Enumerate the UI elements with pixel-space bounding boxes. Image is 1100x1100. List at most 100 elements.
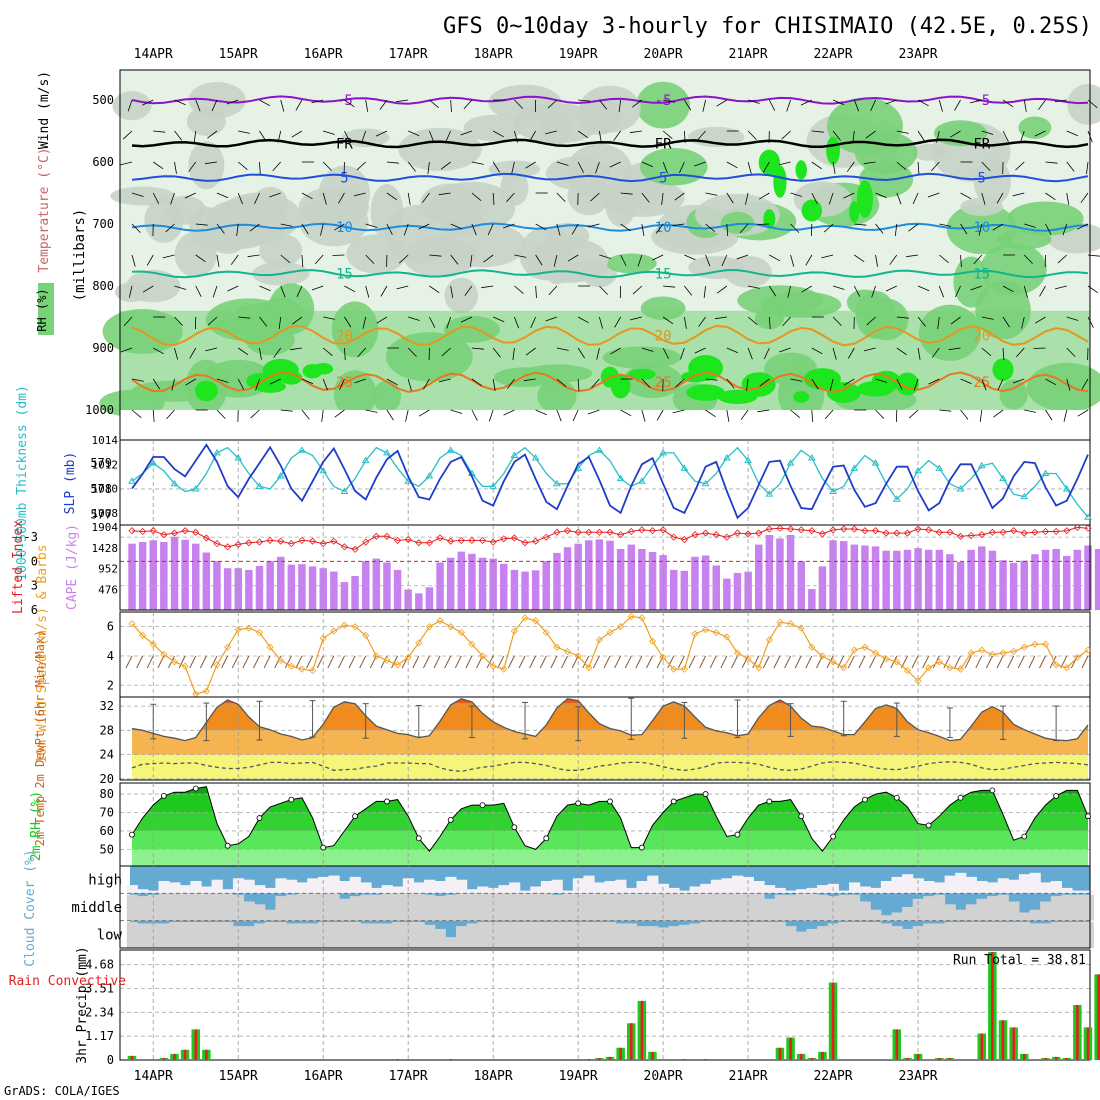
wind-barb xyxy=(758,192,770,200)
cloud-middle-bar xyxy=(849,894,861,921)
wind-barb xyxy=(599,254,611,259)
wind-barb xyxy=(386,409,394,421)
cloud-low-bar xyxy=(923,923,935,948)
wind-barb xyxy=(843,378,855,386)
isotherm-label: 20 xyxy=(655,329,672,345)
wind-barb xyxy=(917,316,926,327)
wind-speed-marker xyxy=(415,639,423,647)
li-marker xyxy=(617,531,625,539)
rh-marker xyxy=(224,842,231,849)
cloud-low-bar xyxy=(859,922,871,948)
li-marker xyxy=(670,533,678,541)
rh-blob xyxy=(252,186,288,218)
rh-blob xyxy=(403,235,477,278)
wind10m-barb xyxy=(263,655,271,669)
cloud-low-bar xyxy=(307,923,319,948)
wind-barb xyxy=(908,223,919,232)
wind-barb xyxy=(314,254,324,265)
cape-bar xyxy=(1041,549,1050,610)
wind-barb xyxy=(674,192,685,201)
wind-barb xyxy=(188,161,197,172)
wind-barb xyxy=(823,223,834,233)
cape-bar xyxy=(1009,562,1018,610)
precip-convective-bar xyxy=(130,1055,134,1060)
li-marker xyxy=(723,533,731,541)
wind10m-barb xyxy=(454,655,462,669)
cape-bar xyxy=(861,545,869,610)
wind-barb xyxy=(981,378,987,391)
wind-barb xyxy=(492,130,504,138)
wind-speed-marker xyxy=(319,634,327,642)
cloud-middle-bar xyxy=(785,894,797,921)
cloud-high-bar xyxy=(530,886,542,894)
cloud-middle-bar xyxy=(498,893,510,921)
wind-barb xyxy=(1054,99,1067,103)
wind-barb xyxy=(683,130,686,144)
wind-barb xyxy=(870,99,876,112)
wind-speed-marker xyxy=(702,626,710,634)
cloud-middle-bar xyxy=(190,893,202,921)
rh-marker xyxy=(798,813,805,820)
li-marker xyxy=(383,532,391,540)
wind-barb xyxy=(896,130,909,134)
cloud-low-bar xyxy=(402,922,414,948)
wind10m-barb xyxy=(667,655,675,669)
wind-barb xyxy=(514,316,520,329)
li-marker xyxy=(255,538,264,546)
cloud-low-bar xyxy=(530,922,542,948)
wind-barb xyxy=(714,316,727,320)
wind-barb xyxy=(323,316,336,320)
wind-barb xyxy=(535,409,547,416)
wind10m-barb xyxy=(359,655,367,669)
cloud-high-bar xyxy=(1050,881,1062,894)
rh-saturated-blob xyxy=(628,368,656,380)
wind-barb xyxy=(120,347,133,353)
wind-barb xyxy=(684,99,692,111)
wind-barb xyxy=(162,254,175,259)
cloud-low-bar xyxy=(997,922,1009,948)
wind-barb xyxy=(292,316,303,325)
wind-barb xyxy=(205,161,218,165)
cloud-high-bar xyxy=(1061,887,1073,894)
wind10m-barb xyxy=(699,655,707,669)
cloud-low-bar xyxy=(487,922,499,948)
wind-barb xyxy=(852,130,855,143)
precip-convective-bar xyxy=(1012,1027,1015,1060)
wind-barb xyxy=(344,99,355,108)
wind-barb xyxy=(471,409,478,421)
wind-speed-marker xyxy=(787,620,795,628)
isotherm-line xyxy=(131,138,1089,149)
wind-barb xyxy=(386,223,393,235)
li-tick: 0 xyxy=(31,554,38,568)
cape-bar xyxy=(1094,549,1100,610)
cloud-low-bar xyxy=(817,926,829,948)
wind-speed-marker xyxy=(670,665,678,673)
cloud-middle-bar xyxy=(275,896,287,921)
cloud-middle-bar xyxy=(296,893,308,921)
rh-blob xyxy=(513,103,601,144)
wind-barb xyxy=(450,99,452,113)
precip-convective-bar xyxy=(683,1059,686,1060)
wind10m-barb xyxy=(709,655,717,669)
thickness-marker xyxy=(553,479,561,487)
wind-barb xyxy=(323,130,335,135)
thickness-marker xyxy=(383,448,391,456)
rh-blob xyxy=(720,211,755,234)
cape-bar xyxy=(213,561,221,610)
li-marker xyxy=(415,539,423,547)
wind-barb xyxy=(762,161,770,173)
wind-speed-marker xyxy=(404,653,412,661)
wind-barb xyxy=(407,347,417,357)
top-date-label: 23APR xyxy=(898,47,937,62)
bottom-date-label: 16APR xyxy=(304,1069,343,1084)
li-marker xyxy=(755,529,763,537)
rh-tick: 50 xyxy=(100,842,114,856)
wind10m-barb xyxy=(954,655,961,669)
wind-speed-marker xyxy=(1084,646,1092,654)
wind-barb xyxy=(596,347,600,360)
wind-barb xyxy=(641,161,654,168)
cape-bar xyxy=(202,552,211,610)
li-marker xyxy=(946,528,954,536)
cape-bar xyxy=(850,544,859,610)
